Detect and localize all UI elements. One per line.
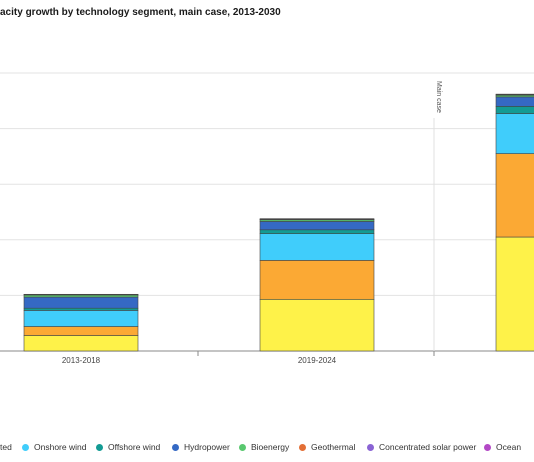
legend-label: Bioenergy: [251, 442, 290, 452]
legend-label: Geothermal: [311, 442, 356, 452]
grid-lines: [0, 72, 534, 352]
legend-item-onshore-wind[interactable]: Onshore wind: [22, 442, 86, 452]
legend-dot-icon: [96, 444, 103, 451]
legend-dot-icon: [484, 444, 491, 451]
annotation: Main case: [433, 81, 442, 351]
bar-segment[interactable]: [259, 218, 375, 220]
bar-segment[interactable]: [259, 233, 375, 261]
legend-label: Hydropower: [184, 442, 230, 452]
bar-segment[interactable]: [495, 94, 534, 98]
bar-segment[interactable]: [495, 96, 534, 107]
legend-item-hydropower[interactable]: Hydropower: [172, 442, 230, 452]
bar-segment[interactable]: [259, 221, 375, 231]
legend-dot-icon: [172, 444, 179, 451]
bar-segment[interactable]: [495, 93, 534, 95]
bar-segment[interactable]: [259, 298, 375, 352]
legend-label: ted: [0, 442, 12, 452]
bar-segment[interactable]: [23, 307, 139, 311]
legend-item-concentrated-solar-power[interactable]: Concentrated solar power: [367, 442, 476, 452]
bars: [23, 93, 534, 352]
legend-dot-icon: [239, 444, 246, 451]
x-tick-label: 2013-2018: [62, 356, 101, 365]
legend-item-bioenergy[interactable]: Bioenergy: [239, 442, 289, 452]
legend-label: Ocean: [496, 442, 522, 452]
bar-segment[interactable]: [495, 153, 534, 238]
legend-item-offshore-wind[interactable]: Offshore wind: [96, 442, 160, 452]
legend-item-ocean[interactable]: Ocean: [484, 442, 521, 452]
legend-label: Onshore wind: [34, 442, 87, 452]
bar-segment[interactable]: [259, 260, 375, 300]
bar-segment[interactable]: [23, 296, 139, 309]
legend-label: Concentrated solar power: [379, 442, 477, 452]
bar-segment[interactable]: [495, 113, 534, 154]
x-tick-label: 2019-2024: [298, 356, 337, 365]
legend-dot-icon: [299, 444, 306, 451]
legend-dot-icon: [22, 444, 29, 451]
bar-segment[interactable]: [495, 106, 534, 114]
bar-segment[interactable]: [23, 335, 139, 352]
legend: ted Onshore wind Offshore wind Hydropowe…: [0, 440, 534, 456]
annotation-label: Main case: [435, 81, 442, 113]
legend-dot-icon: [367, 444, 374, 451]
bar-segment[interactable]: [23, 293, 139, 296]
legend-item-geothermal[interactable]: Geothermal: [299, 442, 355, 452]
bar-segment[interactable]: [23, 326, 139, 336]
bar-segment[interactable]: [259, 229, 375, 234]
bar-segment[interactable]: [495, 236, 534, 352]
chart-title: acity growth by technology segment, main…: [0, 7, 281, 18]
bar-segment[interactable]: [23, 310, 139, 327]
legend-label: Offshore wind: [108, 442, 161, 452]
legend-item-distributed[interactable]: ted: [0, 442, 12, 452]
